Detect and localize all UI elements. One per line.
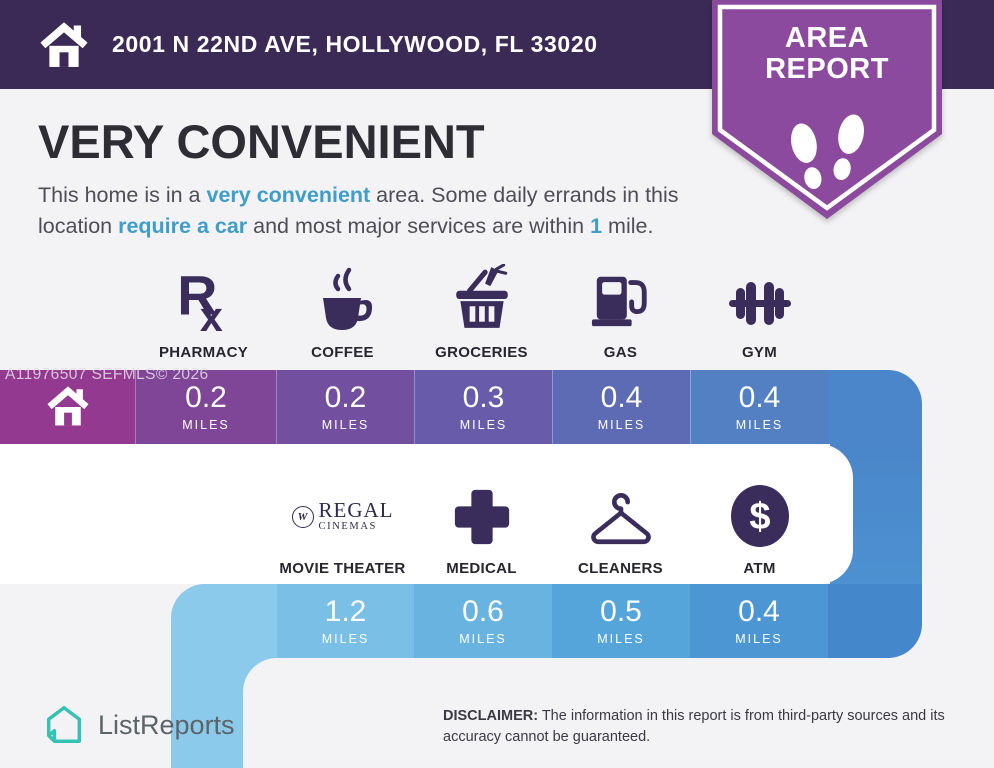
summary-highlight: very convenient [206, 183, 371, 207]
gym-icon [728, 282, 791, 325]
disclaimer: DISCLAIMER: The information in this repo… [443, 706, 973, 748]
hanger-icon [590, 493, 651, 545]
home-icon [46, 386, 89, 426]
listreports-logo: ListReports [42, 703, 235, 747]
mls-watermark: A11976507 SEFMLS© 2026 [5, 366, 209, 383]
amenity-gym: GYM [690, 256, 829, 361]
medical-cross-icon [454, 489, 509, 545]
regal-cinemas-logo: W REGAL CINEMAS [291, 500, 394, 532]
badge-line2: REPORT [765, 53, 889, 86]
bar2-corner [828, 584, 922, 658]
gas-icon [591, 276, 647, 327]
distance-segment: 0.4 MILES [690, 584, 828, 658]
summary-plain: area. Some daily errands in this [370, 183, 679, 207]
amenity-pharmacy: R x PHARMACY [158, 266, 249, 361]
distance-bar-1: 0.2 MILES 0.2 MILES 0.3 MILES 0.4 MILES … [0, 370, 922, 444]
distance-segment: 0.2 MILES [276, 370, 414, 444]
summary-plain: location [38, 214, 119, 239]
svg-text:R: R [177, 266, 217, 326]
disclaimer-line1: The information in this report is from t… [538, 708, 945, 724]
amenity-groceries: GROCERIES [412, 256, 551, 361]
summary-plain: and most major services are within [247, 214, 591, 239]
distance-segment: 0.4 MILES [552, 370, 690, 444]
distance-segment: 0.2 MILES [135, 370, 276, 444]
regal-crown-icon: W [291, 505, 314, 528]
summary-text: This home is in a very convenient area. … [38, 180, 718, 242]
atm-dollar-icon: $ [730, 485, 789, 547]
distance-segment: 0.4 MILES [690, 370, 828, 444]
distance-segment: 0.3 MILES [414, 370, 552, 444]
amenity-gas: GAS [551, 256, 690, 361]
summary-plain: This home is in a [38, 183, 207, 207]
distance-segment: 0.5 MILES [552, 584, 690, 658]
summary-plain: mile. [602, 214, 654, 239]
summary-highlight: 1 [590, 214, 603, 239]
amenity-coffee: COFFEE [273, 256, 412, 361]
svg-text:x: x [199, 294, 222, 332]
listreports-house-icon [46, 706, 82, 743]
area-report-badge: AREA REPORT [711, 0, 943, 220]
groceries-icon [455, 264, 508, 328]
pharmacy-icon: R x [177, 266, 223, 332]
summary-highlight: require a car [118, 214, 248, 239]
brand-name: ListReports [98, 709, 235, 740]
badge-shape [712, 0, 942, 219]
badge-title: AREA REPORT [711, 22, 943, 86]
page-title: VERY CONVENIENT [38, 115, 485, 168]
row2-card [0, 444, 853, 584]
bar1-corner [828, 370, 922, 444]
bar2-left-end [171, 584, 277, 658]
bar-home-segment [0, 370, 135, 444]
property-address: 2001 N 22ND AVE, HOLLYWOOD, FL 33020 [112, 31, 598, 57]
svg-text:$: $ [749, 496, 770, 538]
footprints-icon [791, 114, 864, 190]
distance-segment: 1.2 MILES [277, 584, 414, 658]
amenity-movie-theater: W REGAL CINEMAS MOVIE THEATER [279, 498, 406, 577]
home-icon [40, 21, 88, 67]
badge-line1: AREA [784, 22, 870, 54]
coffee-icon [322, 267, 372, 330]
amenities-row-1: R x PHARMACY COFFEE [134, 256, 829, 361]
disclaimer-line2: accuracy cannot be guaranteed. [443, 729, 651, 746]
amenity-medical: MEDICAL [412, 472, 551, 577]
distance-bar-2: 1.2 MILES 0.6 MILES 0.5 MILES 0.4 MILES [171, 584, 922, 658]
distance-segment: 0.6 MILES [414, 584, 552, 658]
amenities-row-2: W REGAL CINEMAS MOVIE THEATER MEDICAL CL… [273, 472, 829, 577]
amenity-atm: $ ATM [690, 472, 829, 577]
disclaimer-label: DISCLAIMER: [443, 708, 539, 724]
amenity-cleaners: CLEANERS [551, 472, 690, 577]
